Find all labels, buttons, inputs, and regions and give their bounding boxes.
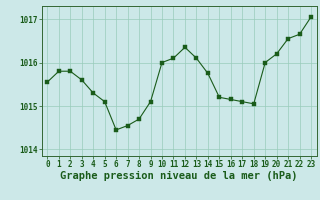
X-axis label: Graphe pression niveau de la mer (hPa): Graphe pression niveau de la mer (hPa) xyxy=(60,171,298,181)
